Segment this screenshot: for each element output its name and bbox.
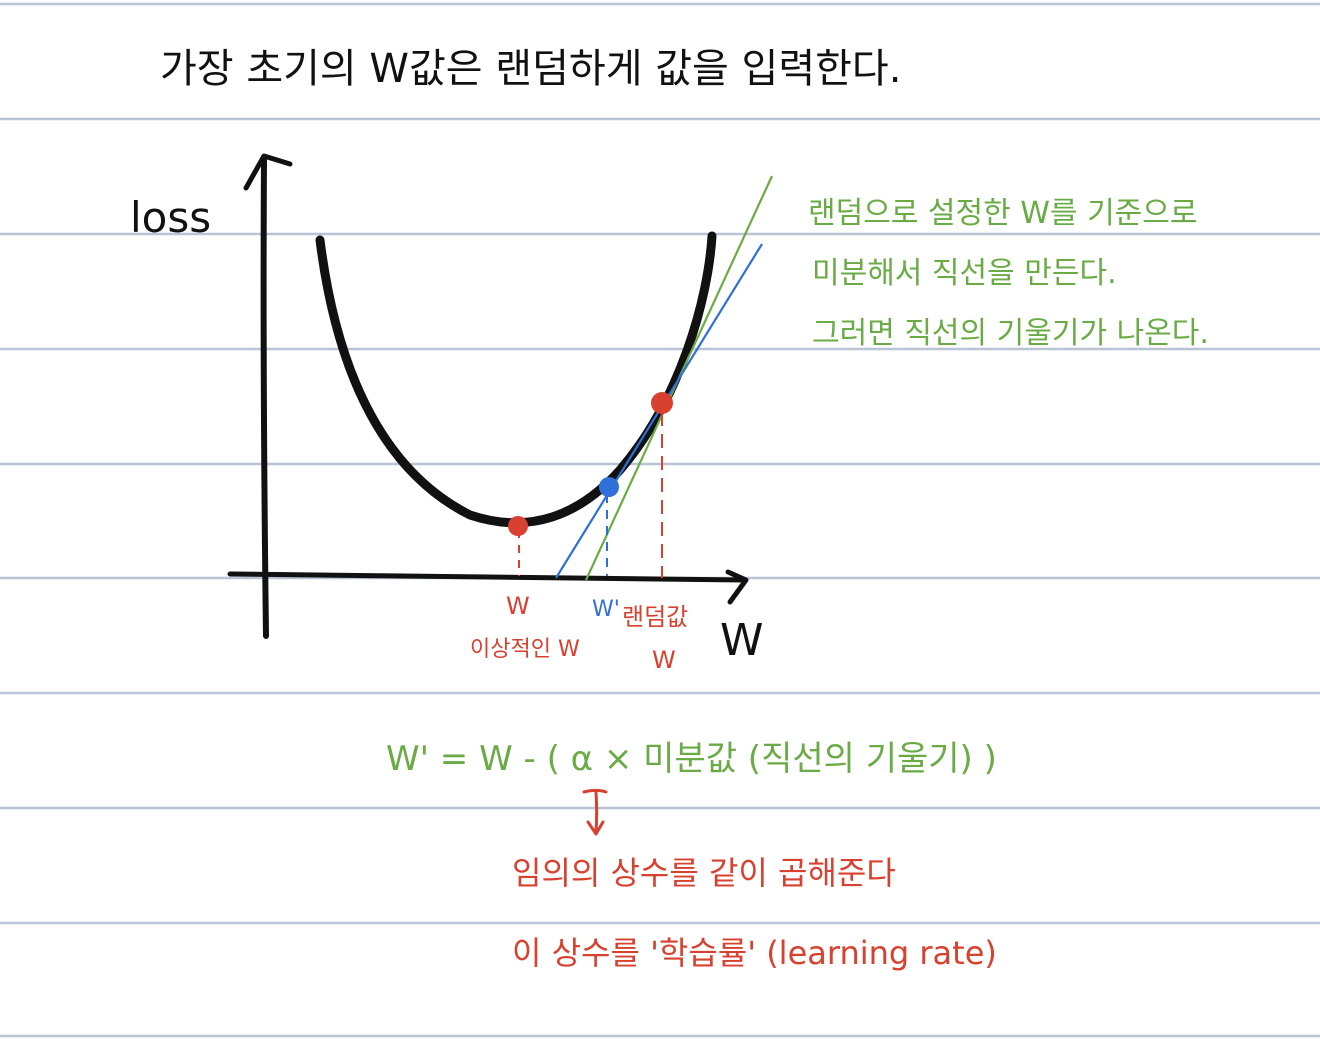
random-point — [651, 392, 673, 414]
update-formula: W' = W - ( α × 미분값 (직선의 기울기) ) — [386, 739, 997, 779]
graph-axes — [227, 153, 749, 639]
random-caption: 랜덤값 — [622, 603, 688, 631]
optimal-point — [508, 516, 528, 536]
explanation-line-1: 임의의 상수를 같이 곱해준다 — [512, 854, 896, 892]
updated-point — [599, 477, 619, 497]
y-axis-arrowhead — [243, 153, 293, 191]
note-line-3: 그러면 직선의 기울기가 나온다. — [812, 316, 1209, 351]
x-axis — [227, 571, 747, 583]
y-axis-label: loss — [130, 193, 211, 242]
loss-curve — [315, 231, 717, 528]
page-title: 가장 초기의 W값은 랜덤하게 값을 입력한다. — [160, 46, 901, 92]
explanation-line-2: 이 상수를 '학습률' (learning rate) — [512, 934, 997, 972]
y-axis — [260, 157, 269, 639]
random-w-label: W — [652, 646, 676, 674]
x-axis-arrowhead — [725, 569, 749, 605]
note-line-2: 미분해서 직선을 만든다. — [812, 256, 1117, 291]
alpha-arrow — [582, 789, 608, 836]
optimal-w-label: W — [506, 592, 530, 620]
x-axis-label: W — [720, 615, 764, 666]
optimal-caption: 이상적인 W — [470, 637, 580, 662]
note-line-1: 랜덤으로 설정한 W를 기준으로 — [808, 196, 1197, 231]
updated-w-label: W' — [592, 597, 620, 622]
